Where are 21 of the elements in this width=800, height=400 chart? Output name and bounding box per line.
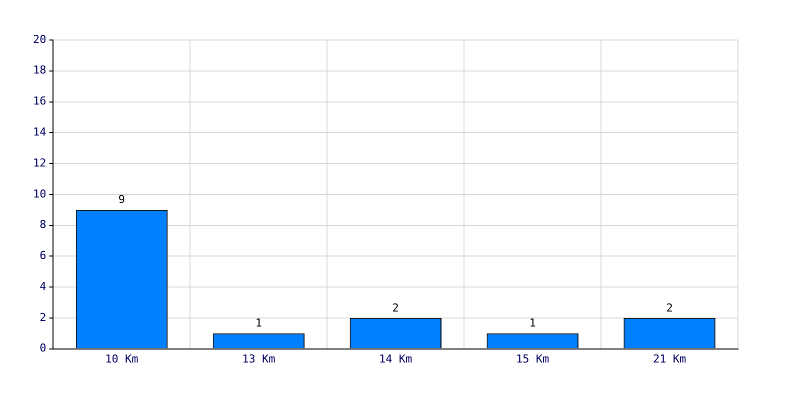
x-tick-label: 13 Km: [242, 352, 276, 366]
x-tick-label: 15 Km: [516, 352, 550, 366]
x-tick-label: 10 Km: [105, 352, 139, 366]
y-tick-label: 18: [32, 64, 46, 77]
data-label: 2: [392, 301, 399, 314]
x-tick-label: 14 Km: [379, 352, 413, 366]
y-tick-label: 0: [40, 342, 46, 355]
y-tick-label: 8: [40, 218, 46, 232]
y-tick-label: 12: [32, 156, 46, 170]
y-tick-label: 10: [32, 187, 46, 200]
y-tick-label: 2: [40, 310, 46, 324]
data-label: 9: [118, 193, 126, 206]
y-tick-label: 16: [32, 94, 46, 108]
y-tick-label: 20: [32, 32, 46, 46]
x-tick-label: 21 Km: [652, 352, 686, 366]
data-label: 1: [255, 316, 262, 330]
y-tick-label: 6: [40, 249, 46, 262]
y-tick-label: 14: [32, 126, 47, 138]
data-label: 2: [666, 301, 673, 314]
data-label: 1: [529, 316, 536, 330]
y-tick-label: 4: [40, 280, 47, 293]
